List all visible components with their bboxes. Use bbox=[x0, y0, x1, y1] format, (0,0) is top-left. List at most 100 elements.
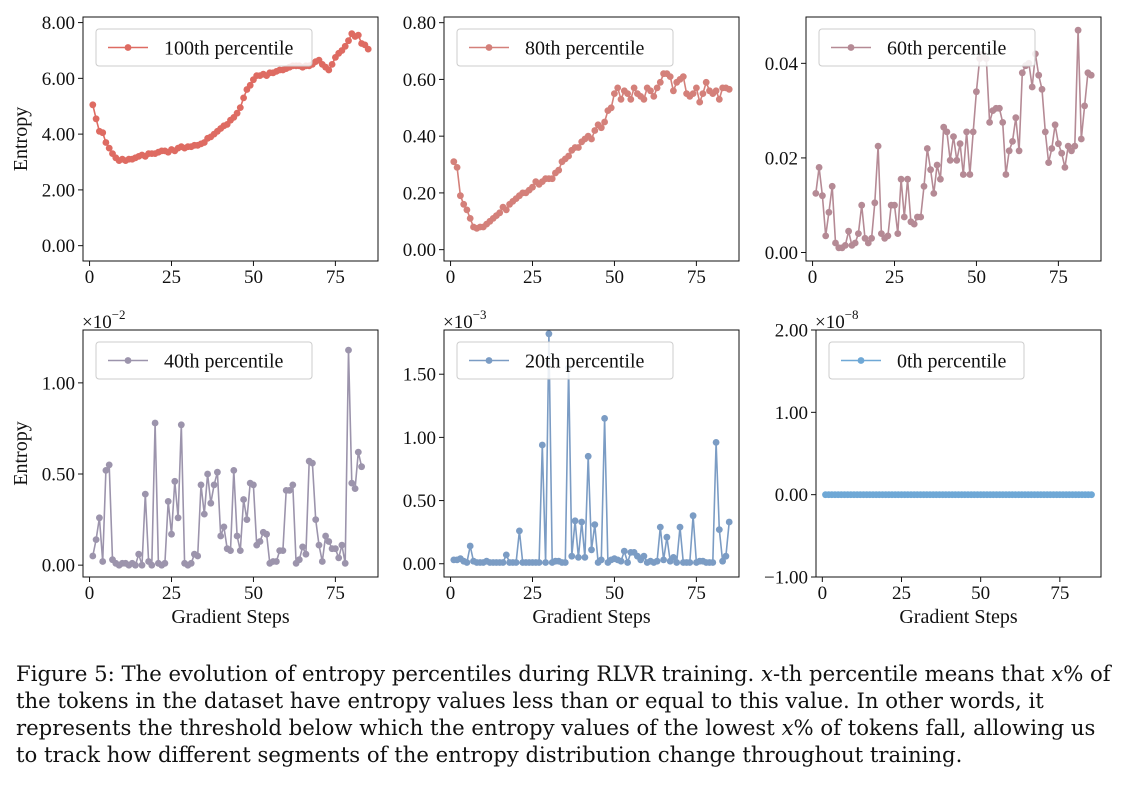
data-point bbox=[894, 230, 902, 238]
data-point bbox=[917, 213, 925, 221]
data-point bbox=[709, 559, 717, 566]
legend-box bbox=[828, 341, 1025, 380]
data-point bbox=[624, 90, 631, 97]
data-point bbox=[1045, 159, 1052, 167]
figure-panels: 0 25 50 75 0.00 2.00 4.00 6.00 8.00 Entropy 100th … bbox=[10, 13, 1102, 628]
axes-frame bbox=[815, 329, 1102, 578]
legend-label: 60th percentile bbox=[887, 38, 1007, 60]
data-point bbox=[923, 145, 931, 152]
data-point bbox=[584, 452, 592, 460]
data-point bbox=[910, 220, 918, 228]
data-point bbox=[656, 523, 664, 531]
data-point bbox=[240, 496, 248, 503]
data-point bbox=[689, 90, 697, 97]
data-point bbox=[575, 144, 582, 151]
data-point bbox=[512, 559, 520, 566]
data-point bbox=[240, 94, 248, 102]
data-point bbox=[686, 559, 694, 566]
data-point bbox=[819, 192, 826, 200]
data-point bbox=[614, 84, 622, 92]
data-point bbox=[878, 230, 885, 238]
y-tick-label: 0.02 bbox=[765, 148, 798, 169]
axes-frame bbox=[82, 329, 379, 578]
data-point bbox=[217, 532, 225, 540]
y-tick-label: 2.00 bbox=[42, 180, 75, 201]
data-point bbox=[286, 487, 293, 494]
data-point bbox=[946, 156, 954, 164]
data-point bbox=[105, 144, 113, 152]
data-point bbox=[516, 527, 523, 535]
data-point bbox=[611, 90, 618, 97]
y-tick-label: 0.04 bbox=[765, 54, 799, 75]
data-point bbox=[663, 533, 671, 541]
data-point bbox=[148, 561, 156, 569]
data-point bbox=[699, 90, 707, 97]
data-point bbox=[565, 152, 572, 160]
data-point bbox=[1061, 164, 1069, 171]
data-point bbox=[318, 558, 326, 565]
data-point bbox=[653, 557, 661, 565]
data-point bbox=[868, 234, 875, 242]
data-point bbox=[832, 239, 839, 247]
data-point bbox=[871, 199, 879, 207]
data-point bbox=[920, 182, 928, 190]
legend-box bbox=[456, 28, 674, 67]
data-point bbox=[640, 95, 648, 103]
data-point bbox=[712, 87, 720, 95]
x-tick-label: 75 bbox=[687, 583, 706, 604]
data-point bbox=[647, 87, 654, 95]
data-point bbox=[535, 559, 543, 566]
data-point bbox=[102, 467, 110, 474]
data-point bbox=[187, 559, 195, 567]
data-point bbox=[715, 95, 723, 103]
data-point bbox=[884, 232, 892, 240]
data-point bbox=[1074, 26, 1082, 34]
data-point bbox=[930, 190, 938, 197]
data-point bbox=[969, 128, 977, 136]
data-point bbox=[1009, 138, 1016, 145]
y-tick-label: 2.00 bbox=[775, 321, 808, 342]
data-point bbox=[1038, 85, 1046, 93]
data-point bbox=[227, 547, 234, 554]
data-point bbox=[135, 550, 143, 558]
legend-marker bbox=[124, 357, 132, 364]
data-point bbox=[354, 448, 362, 456]
data-point bbox=[246, 81, 254, 89]
data-point bbox=[1055, 140, 1062, 148]
x-tick-label: 75 bbox=[687, 267, 706, 288]
data-point bbox=[588, 135, 595, 143]
data-point bbox=[279, 547, 287, 554]
data-point bbox=[197, 481, 205, 489]
y-tick-label: 0.00 bbox=[775, 485, 808, 506]
data-point bbox=[1058, 149, 1066, 157]
data-point bbox=[309, 459, 316, 467]
data-point bbox=[927, 166, 934, 174]
data-point bbox=[453, 164, 461, 171]
data-point bbox=[548, 175, 556, 183]
data-point bbox=[341, 559, 349, 567]
data-point bbox=[207, 499, 215, 507]
subplot-5: 0 25 50 75 0.00 0.50 1.00 1.50 ×10−3 Gradient Ste… bbox=[403, 307, 740, 628]
y-tick-label: 0.00 bbox=[42, 556, 75, 577]
axis-multiplier: ×10−3 bbox=[443, 307, 487, 333]
data-point bbox=[463, 559, 471, 566]
y-tick-label: 1.50 bbox=[403, 365, 436, 386]
y-axis-label: Entropy bbox=[10, 421, 32, 485]
data-point bbox=[335, 554, 343, 562]
data-point bbox=[568, 552, 576, 560]
data-point bbox=[959, 171, 967, 178]
data-point bbox=[815, 164, 823, 171]
data-point bbox=[855, 230, 862, 238]
data-point bbox=[230, 467, 238, 474]
data-point bbox=[617, 557, 625, 565]
y-tick-label: 8.00 bbox=[42, 13, 75, 34]
plot-area bbox=[450, 330, 733, 566]
axis-multiplier: ×10−8 bbox=[815, 307, 859, 333]
data-point bbox=[358, 463, 365, 471]
data-point bbox=[99, 129, 107, 137]
data-point bbox=[666, 73, 674, 80]
data-point bbox=[864, 239, 872, 247]
data-point bbox=[345, 346, 352, 354]
data-point bbox=[332, 545, 339, 553]
data-point bbox=[233, 109, 241, 117]
